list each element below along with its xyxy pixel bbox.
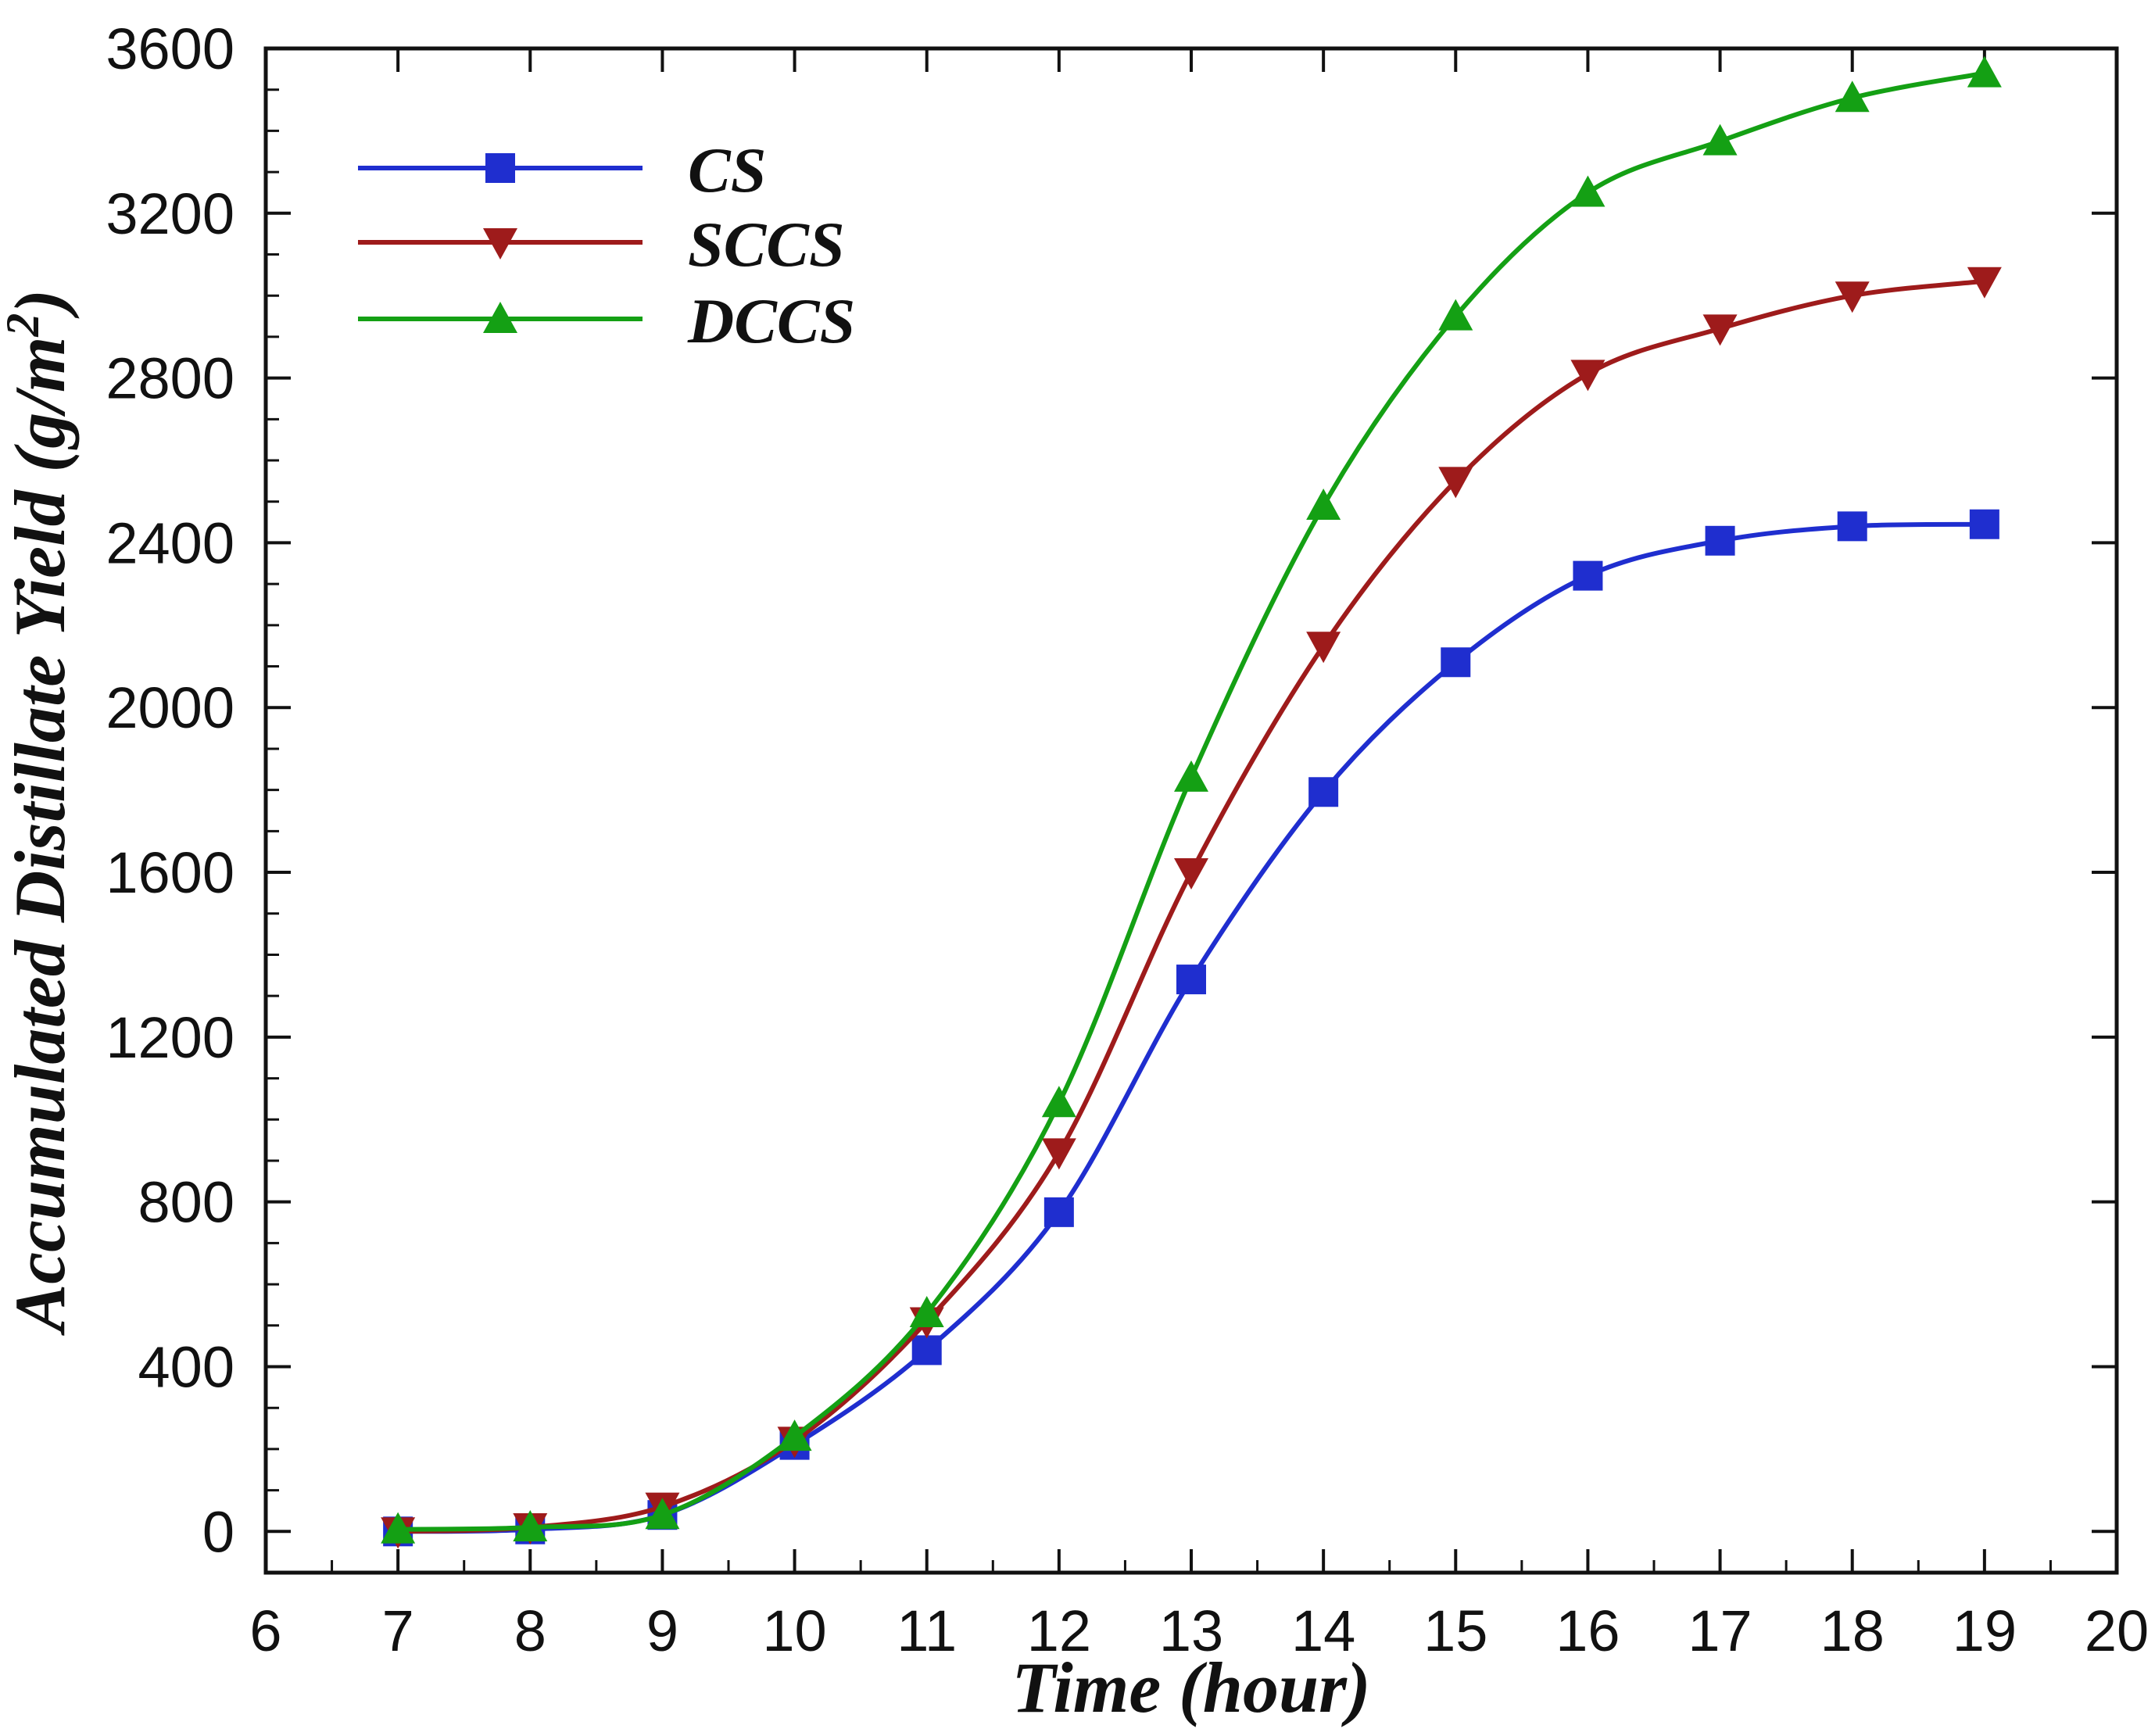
x-tick-label: 17 (1688, 1598, 1752, 1663)
x-tick-label: 10 (762, 1598, 826, 1663)
data-point-dccs (909, 1295, 944, 1327)
y-axis-title: Accumulated Distillate Yield (g/m2) (0, 289, 80, 1336)
x-tick-label: 16 (1555, 1598, 1620, 1663)
y-tick-label: 3600 (106, 16, 234, 81)
series-line-dccs (398, 70, 1985, 1532)
svg-text:Accumulated Distillate Yield: Accumulated Distillate Yield (g/m2) (0, 289, 80, 1336)
y-axis-title-superscript: 2 (0, 313, 48, 338)
data-point-dccs (1570, 175, 1606, 207)
data-point-sccs (1702, 314, 1738, 346)
y-axis-title-main: Accumulated Distillate Yield (g/m (0, 337, 80, 1337)
legend-marker-dccs (483, 302, 517, 333)
data-point-sccs (1438, 467, 1473, 499)
y-tick-label: 2000 (106, 675, 234, 740)
data-point-dccs (1438, 299, 1473, 331)
series-line-sccs (398, 278, 1985, 1534)
x-tick-label: 12 (1027, 1598, 1091, 1663)
data-point-dccs (1041, 1086, 1076, 1118)
plot-frame (263, 46, 2119, 1575)
data-point-cs (1308, 777, 1339, 807)
data-point-dccs (645, 1498, 680, 1530)
x-tick-label: 11 (897, 1598, 957, 1663)
y-tick-label: 2800 (106, 346, 234, 411)
x-tick-label: 14 (1291, 1598, 1355, 1663)
series-dccs (381, 55, 2002, 1544)
data-point-dccs (513, 1510, 548, 1542)
x-tick-label: 9 (646, 1598, 678, 1663)
data-point-sccs (1306, 632, 1341, 664)
y-tick-label: 400 (138, 1334, 234, 1399)
x-tick-label: 15 (1423, 1598, 1487, 1663)
x-tick-label: 13 (1159, 1598, 1223, 1663)
y-tick-label: 0 (202, 1499, 234, 1564)
series-cs (383, 509, 1999, 1547)
data-point-sccs (1967, 267, 2002, 299)
data-point-cs (1969, 509, 1999, 539)
data-point-cs (911, 1335, 942, 1366)
x-tick-label: 20 (2085, 1598, 2149, 1663)
data-point-dccs (1174, 760, 1208, 792)
y-tick-label: 1200 (106, 1005, 234, 1070)
legend-label-dccs: DCCS (687, 285, 855, 356)
y-tick-label: 3200 (106, 181, 234, 246)
data-point-cs (1837, 511, 1867, 542)
x-tick-label: 19 (1953, 1598, 2017, 1663)
data-point-sccs (1835, 281, 1870, 313)
data-point-dccs (1835, 81, 1870, 113)
x-axis-title: Time (hour) (1011, 1648, 1370, 1727)
data-point-cs (1043, 1197, 1074, 1227)
legend-label-cs: CS (688, 134, 766, 206)
data-point-cs (1176, 965, 1206, 995)
data-point-sccs (1174, 858, 1208, 890)
y-tick-label: 2400 (106, 510, 234, 575)
y-tick-label: 800 (138, 1170, 234, 1235)
series-line-cs (398, 521, 1985, 1534)
data-point-dccs (1702, 123, 1738, 156)
data-point-dccs (381, 1512, 416, 1544)
x-tick-label: 18 (1820, 1598, 1885, 1663)
x-tick-label: 7 (382, 1598, 414, 1663)
data-point-dccs (1306, 489, 1341, 520)
legend-label-sccs: SCCS (688, 209, 845, 280)
y-tick-label: 1600 (106, 840, 234, 905)
data-point-sccs (1041, 1138, 1076, 1170)
legend-marker-cs (485, 153, 515, 183)
series-sccs (381, 267, 2002, 1549)
y-axis-title-close: ) (0, 289, 80, 319)
data-point-cs (1441, 647, 1471, 678)
data-point-dccs (1967, 55, 2002, 88)
legend-marker-sccs (483, 228, 517, 260)
data-point-cs (1705, 525, 1735, 556)
data-point-dccs (777, 1419, 812, 1451)
x-tick-label: 6 (249, 1598, 281, 1663)
data-point-sccs (1570, 360, 1606, 392)
x-tick-label: 8 (514, 1598, 546, 1663)
data-point-cs (1573, 560, 1603, 591)
